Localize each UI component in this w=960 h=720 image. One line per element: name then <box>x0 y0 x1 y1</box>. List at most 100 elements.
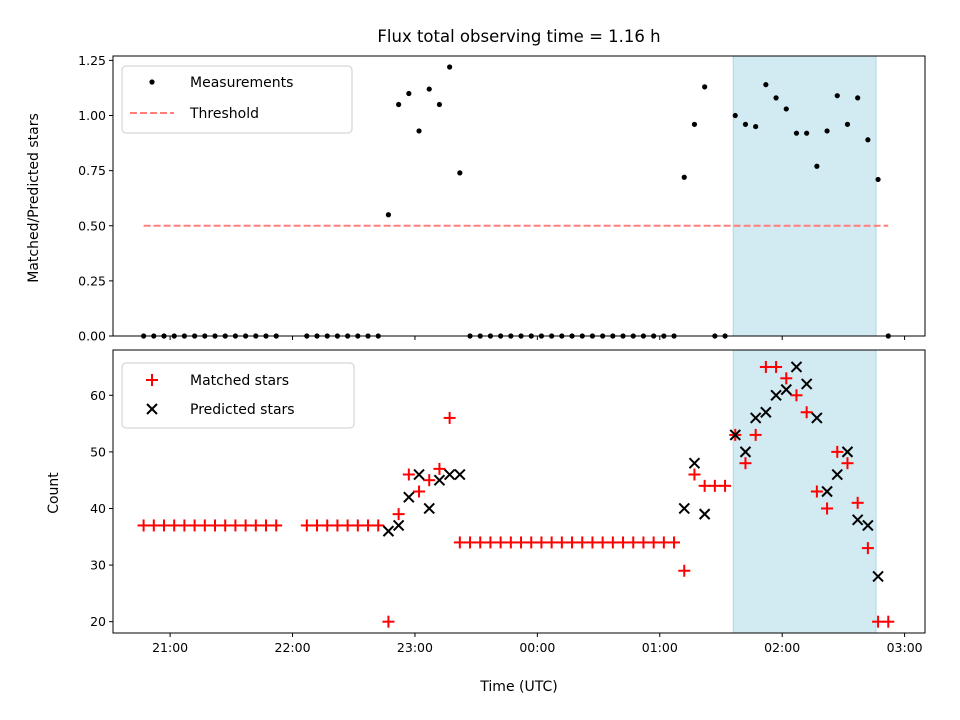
legend-label-matched: Matched stars <box>190 373 289 389</box>
y-tick-label: 0.00 <box>78 329 106 344</box>
y-tick-label: 0.25 <box>78 273 106 288</box>
matched-star-point <box>851 496 864 509</box>
matched-star-point <box>198 519 211 532</box>
matched-star-point <box>423 474 436 487</box>
legend-marker-measurements <box>149 79 155 85</box>
matched-star-point <box>780 372 793 385</box>
measurement-point <box>793 130 800 136</box>
matched-star-point <box>719 479 732 492</box>
matched-star-point <box>188 519 201 532</box>
predicted-star-point <box>862 519 874 532</box>
matched-star-point <box>596 536 609 549</box>
matched-star-point <box>168 519 181 532</box>
matched-star-point <box>341 519 354 532</box>
matched-star-point <box>555 536 568 549</box>
matched-star-point <box>484 536 497 549</box>
matched-star-point <box>392 508 405 521</box>
matched-star-point <box>260 519 273 532</box>
measurement-point <box>855 95 861 101</box>
matched-star-point <box>219 519 232 532</box>
y-tick-label: 40 <box>90 501 106 516</box>
matched-star-point <box>841 457 854 470</box>
legend-label-measurements: Measurements <box>190 75 293 91</box>
measurement-point <box>447 64 453 70</box>
matched-star-point <box>453 536 466 549</box>
predicted-star-point <box>749 412 762 424</box>
matched-star-point <box>229 519 242 532</box>
measurement-point <box>732 112 738 119</box>
predicted-star-point <box>770 389 782 401</box>
y-tick-label: 60 <box>90 388 106 403</box>
matched-star-point <box>433 462 446 475</box>
measurement-point <box>691 121 698 127</box>
matched-star-point <box>413 485 426 498</box>
axes-frame <box>112 55 926 337</box>
matched-star-point <box>239 519 252 532</box>
matched-star-point <box>321 519 334 532</box>
y-tick-label: 50 <box>90 444 106 459</box>
axes-frame <box>112 349 926 634</box>
matched-star-point <box>545 536 558 549</box>
x-tick-label: 03:00 <box>887 640 923 655</box>
predicted-star-point <box>403 491 415 503</box>
matched-star-point <box>402 468 415 481</box>
y-tick-label: 0.75 <box>78 163 106 178</box>
matched-star-point <box>708 479 721 492</box>
matched-star-point <box>586 536 599 549</box>
predicted-star-point <box>841 446 854 458</box>
matched-star-point <box>525 536 538 549</box>
matched-star-point <box>576 536 589 549</box>
matched-star-point <box>872 615 885 628</box>
predicted-star-point <box>382 525 395 537</box>
legend-box <box>121 65 353 134</box>
measurement-point <box>753 123 759 130</box>
highlight-span <box>732 349 877 634</box>
matched-star-point <box>800 406 813 419</box>
measurement-point <box>875 176 881 183</box>
measurement-point <box>763 82 769 88</box>
matched-star-point <box>474 536 487 549</box>
matched-star-point <box>311 519 324 532</box>
matched-star-point <box>566 536 579 549</box>
matched-star-point <box>515 536 528 549</box>
matched-star-point <box>821 502 834 515</box>
chart-title: Flux total observing time = 1.16 h <box>377 27 660 46</box>
predicted-star-point <box>831 468 843 481</box>
predicted-star-point <box>423 502 435 515</box>
predicted-star-point <box>729 429 741 441</box>
matched-star-point <box>810 485 823 498</box>
matched-star-point <box>249 519 262 532</box>
y-tick-label: 20 <box>90 614 106 629</box>
matched-star-point <box>209 519 222 532</box>
highlight-span <box>732 55 877 337</box>
legend-label-threshold: Threshold <box>189 106 259 122</box>
predicted-star-point <box>760 406 772 418</box>
y-tick-label: 30 <box>90 558 106 573</box>
matched-star-point <box>372 519 385 532</box>
x-tick-label: 21:00 <box>152 640 188 655</box>
predicted-star-point <box>443 468 456 481</box>
matched-star-point <box>178 519 191 532</box>
matched-star-point <box>831 445 844 458</box>
matched-star-point <box>362 519 375 532</box>
legend-label-predicted: Predicted stars <box>190 402 295 418</box>
x-axis-label: Time (UTC) <box>479 679 557 695</box>
predicted-star-point <box>872 570 884 583</box>
predicted-star-point <box>698 508 711 520</box>
measurement-point <box>702 84 708 90</box>
measurement-point <box>385 212 392 218</box>
measurement-point <box>804 130 810 136</box>
matched-star-point <box>688 468 701 481</box>
matched-star-point <box>331 519 344 532</box>
x-tick-label: 01:00 <box>642 640 678 655</box>
predicted-star-point <box>678 502 690 515</box>
matched-star-point <box>382 615 395 628</box>
y-axis-label: Count <box>46 472 62 514</box>
y-axis-label: Matched/Predicted stars <box>26 113 42 283</box>
predicted-star-point <box>851 514 864 526</box>
legend-box <box>121 362 355 429</box>
x-tick-label: 02:00 <box>764 640 800 655</box>
matched-star-point <box>657 536 670 549</box>
measurement-point <box>824 128 830 134</box>
